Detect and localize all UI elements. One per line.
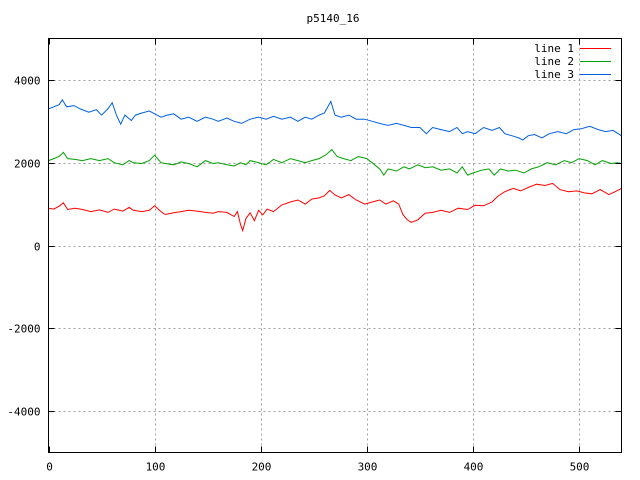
x-tick-label: 300 (358, 461, 378, 474)
legend-label-1: line 1 (534, 42, 574, 55)
series-line-1 (48, 182, 622, 233)
series-line-3 (48, 98, 622, 141)
series-line-2 (48, 148, 622, 176)
x-tick-label: 100 (146, 461, 166, 474)
y-tick-label: 0 (34, 241, 41, 254)
y-tick-label: -4000 (7, 406, 40, 419)
y-tick-label: 4000 (14, 75, 41, 88)
tick-layer: 0 100 200 300 400 500 -4000 -2000 0 2000 4000 (7, 38, 622, 474)
x-tick-label: 0 (46, 461, 53, 474)
legend-label-2: line 2 (534, 55, 574, 68)
x-tick-label: 200 (252, 461, 272, 474)
y-tick-label: 2000 (14, 158, 41, 171)
chart-title: p5140_16 (307, 12, 360, 25)
grid-layer (48, 38, 622, 453)
x-tick-label: 400 (464, 461, 484, 474)
legend-label-3: line 3 (534, 68, 574, 81)
plot-frame (48, 38, 622, 453)
x-tick-label: 500 (570, 461, 590, 474)
y-tick-label: -2000 (7, 323, 40, 336)
series-layer (48, 98, 622, 233)
